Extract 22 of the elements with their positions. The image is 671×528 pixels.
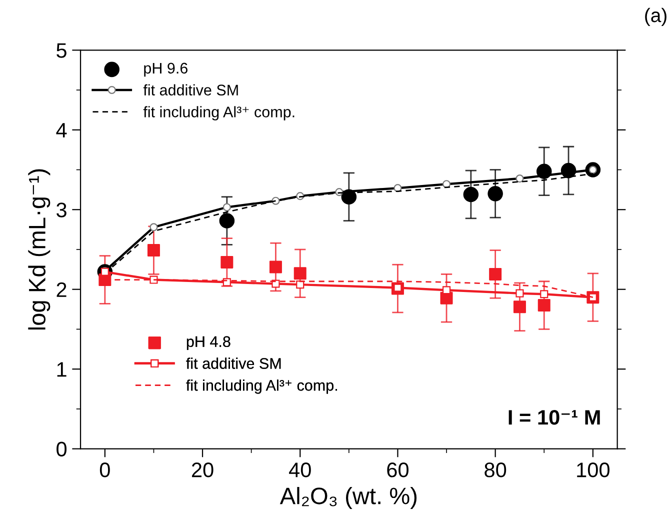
x-tick-label: 60 xyxy=(387,462,408,478)
y-tick-label: 5 xyxy=(56,43,66,58)
annotation: I = 10⁻¹ M xyxy=(508,410,600,425)
legend-label: fit additive SM xyxy=(186,358,281,369)
y-tick-label: 4 xyxy=(56,123,67,138)
y-tick-label: 2 xyxy=(56,282,66,297)
legend-label: fit additive SM xyxy=(143,84,238,96)
text: (a) xyxy=(645,8,666,26)
legend-label: fit including Al³⁺ comp. xyxy=(143,106,294,120)
x-tick-label: 100 xyxy=(577,462,610,478)
x-tick-label: 20 xyxy=(192,462,214,478)
x-axis-title: Al₂O₃ (wt. %) xyxy=(280,486,417,509)
x-tick-label: 80 xyxy=(484,462,506,478)
y-tick-label: 3 xyxy=(56,202,66,218)
legend-label: pH 9.6 xyxy=(144,62,188,77)
x-tick-label: 40 xyxy=(289,462,311,478)
legend-label: fit including Al³⁺ comp. xyxy=(186,380,337,394)
y-axis-title: log Kd (mL·g⁻¹) xyxy=(28,169,50,330)
legend-label: pH 4.8 xyxy=(186,336,230,350)
y-tick-label: 0 xyxy=(56,442,67,457)
x-tick-label: 0 xyxy=(100,462,110,478)
y-tick-label: 1 xyxy=(57,362,66,377)
